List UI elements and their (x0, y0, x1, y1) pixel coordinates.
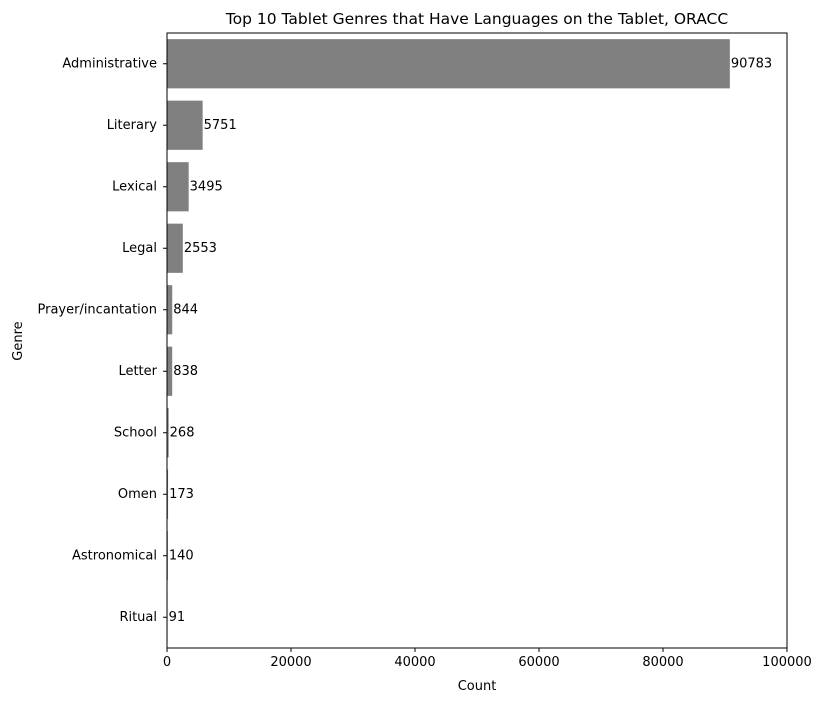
x-tick-label-60000: 60000 (518, 655, 559, 670)
y-axis: Administrative Literary Lexical Legal Prayer… (37, 56, 167, 625)
data-label-lexical: 3495 (190, 179, 223, 194)
bar-letter (167, 346, 173, 396)
y-tick-label-literary: Literary (107, 118, 158, 133)
data-label-ritual: 91 (169, 610, 186, 625)
y-tick-label-prayer-incantation: Prayer/incantation (37, 302, 157, 317)
bar-omen (167, 469, 169, 519)
data-label-astronomical: 140 (169, 548, 194, 563)
x-tick-label-80000: 80000 (642, 655, 683, 670)
x-axis-label: Count (458, 679, 497, 694)
data-label-administrative: 90783 (731, 56, 772, 71)
bar-prayer-incantation (167, 285, 173, 335)
y-axis-label: Genre (11, 321, 26, 360)
bars-layer (167, 39, 730, 642)
x-tick-label-40000: 40000 (394, 655, 435, 670)
y-tick-label-lexical: Lexical (112, 179, 157, 194)
x-tick-label-100000: 100000 (762, 655, 812, 670)
bar-lexical (167, 162, 189, 212)
data-labels: 90783 5751 3495 2553 844 838 268 173 140 91 (169, 56, 773, 625)
x-axis: 0 20000 40000 60000 80000 100000 (163, 648, 812, 670)
y-tick-label-legal: Legal (122, 241, 157, 256)
data-label-omen: 173 (169, 487, 194, 502)
bar-legal (167, 223, 183, 273)
x-tick-label-20000: 20000 (270, 655, 311, 670)
y-tick-label-astronomical: Astronomical (72, 548, 157, 563)
y-tick-label-letter: Letter (118, 364, 157, 379)
bar-literary (167, 100, 203, 150)
y-tick-label-omen: Omen (118, 487, 157, 502)
data-label-prayer-incantation: 844 (173, 302, 198, 317)
x-tick-label-0: 0 (163, 655, 171, 670)
plot-frame (166, 32, 788, 649)
bar-administrative (167, 39, 730, 89)
chart-title: Top 10 Tablet Genres that Have Languages… (225, 10, 728, 28)
y-tick-label-ritual: Ritual (119, 610, 157, 625)
data-label-legal: 2553 (184, 241, 217, 256)
data-label-letter: 838 (173, 364, 198, 379)
y-tick-label-school: School (114, 425, 157, 440)
bar-school (167, 408, 169, 458)
data-label-school: 268 (170, 425, 195, 440)
y-tick-label-administrative: Administrative (62, 56, 157, 71)
data-label-literary: 5751 (204, 118, 237, 133)
